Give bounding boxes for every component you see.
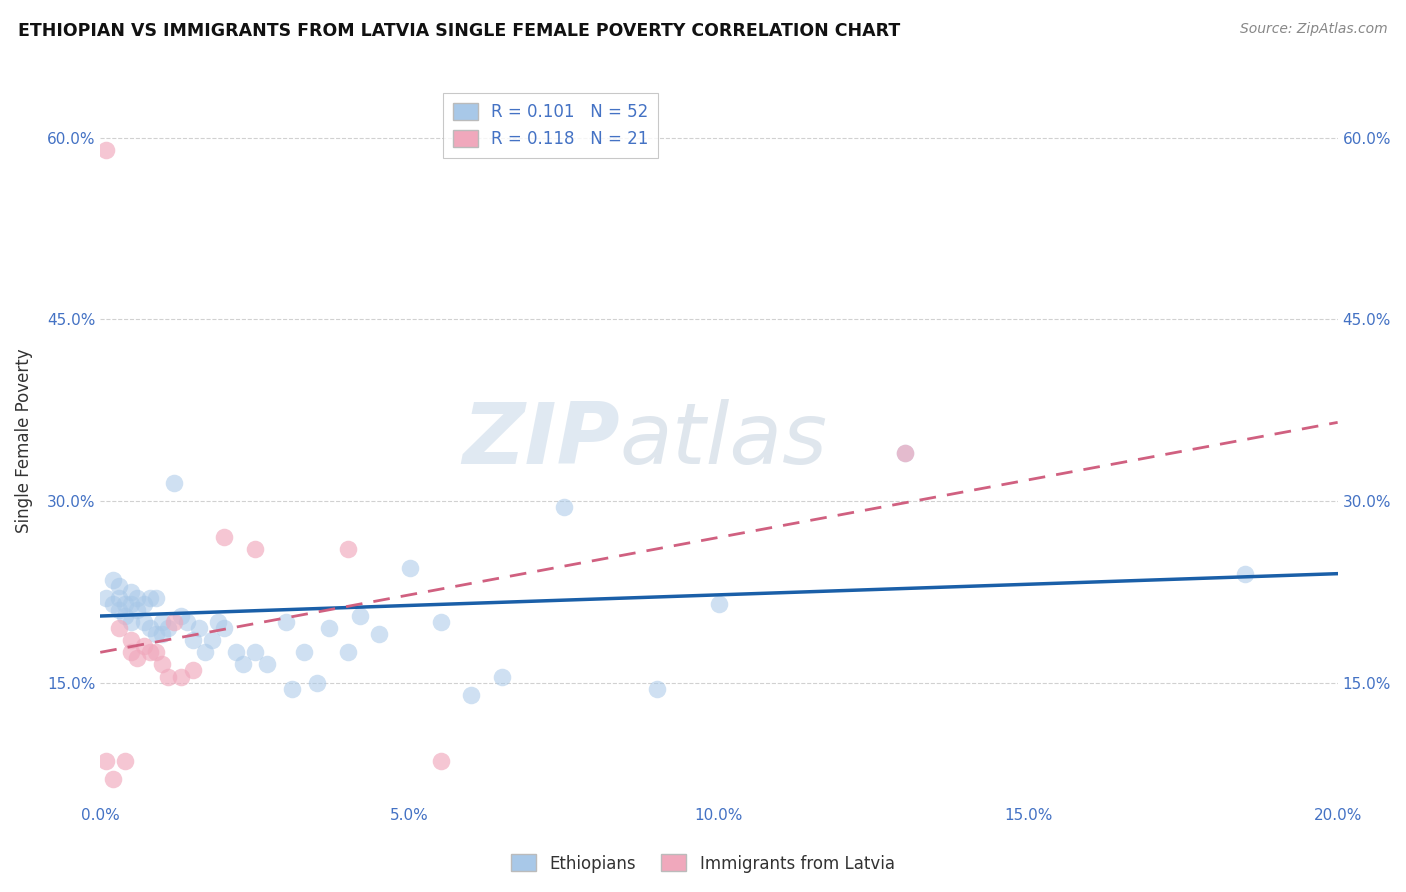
Text: atlas: atlas xyxy=(620,399,828,482)
Point xyxy=(127,591,149,605)
Point xyxy=(893,445,915,459)
Point xyxy=(181,664,204,678)
Point xyxy=(108,579,131,593)
Point xyxy=(145,645,167,659)
Point xyxy=(108,603,131,617)
Point xyxy=(145,591,167,605)
Point xyxy=(274,615,297,629)
Point xyxy=(181,633,204,648)
Point xyxy=(157,669,180,683)
Point xyxy=(114,754,136,768)
Text: ETHIOPIAN VS IMMIGRANTS FROM LATVIA SINGLE FEMALE POVERTY CORRELATION CHART: ETHIOPIAN VS IMMIGRANTS FROM LATVIA SING… xyxy=(18,22,900,40)
Point xyxy=(212,621,235,635)
Point xyxy=(188,621,211,635)
Point xyxy=(645,681,668,696)
Point xyxy=(553,500,575,514)
Point xyxy=(170,609,193,624)
Point xyxy=(132,640,155,654)
Point xyxy=(225,645,247,659)
Point xyxy=(256,657,278,672)
Text: Source: ZipAtlas.com: Source: ZipAtlas.com xyxy=(1240,22,1388,37)
Point xyxy=(707,597,730,611)
Point xyxy=(163,615,186,629)
Point xyxy=(201,633,224,648)
Point xyxy=(243,542,266,557)
Point xyxy=(349,609,371,624)
Point xyxy=(232,657,254,672)
Point xyxy=(145,627,167,641)
Point xyxy=(108,591,131,605)
Point xyxy=(207,615,229,629)
Point xyxy=(139,621,162,635)
Point xyxy=(305,675,328,690)
Point xyxy=(120,615,142,629)
Y-axis label: Single Female Poverty: Single Female Poverty xyxy=(15,348,32,533)
Point xyxy=(367,627,389,641)
Point xyxy=(176,615,198,629)
Point xyxy=(132,597,155,611)
Legend: R = 0.101   N = 52, R = 0.118   N = 21: R = 0.101 N = 52, R = 0.118 N = 21 xyxy=(443,93,658,158)
Point xyxy=(120,597,142,611)
Text: ZIP: ZIP xyxy=(463,399,620,482)
Point xyxy=(120,633,142,648)
Point xyxy=(212,530,235,544)
Point xyxy=(157,621,180,635)
Point xyxy=(491,669,513,683)
Point xyxy=(101,573,124,587)
Point xyxy=(318,621,340,635)
Point xyxy=(127,603,149,617)
Legend: Ethiopians, Immigrants from Latvia: Ethiopians, Immigrants from Latvia xyxy=(505,847,901,880)
Point xyxy=(114,597,136,611)
Point xyxy=(114,609,136,624)
Point xyxy=(1233,566,1256,581)
Point xyxy=(120,645,142,659)
Point xyxy=(101,772,124,787)
Point xyxy=(139,645,162,659)
Point xyxy=(96,754,118,768)
Point xyxy=(294,645,316,659)
Point xyxy=(336,542,359,557)
Point xyxy=(132,615,155,629)
Point xyxy=(96,143,118,157)
Point xyxy=(170,669,193,683)
Point xyxy=(893,445,915,459)
Point xyxy=(120,584,142,599)
Point xyxy=(243,645,266,659)
Point xyxy=(460,688,482,702)
Point xyxy=(194,645,217,659)
Point xyxy=(101,597,124,611)
Point xyxy=(150,627,173,641)
Point xyxy=(163,475,186,490)
Point xyxy=(429,615,451,629)
Point xyxy=(398,560,420,574)
Point xyxy=(139,591,162,605)
Point xyxy=(281,681,304,696)
Point xyxy=(150,615,173,629)
Point xyxy=(150,657,173,672)
Point xyxy=(108,621,131,635)
Point xyxy=(127,651,149,665)
Point xyxy=(429,754,451,768)
Point xyxy=(336,645,359,659)
Point xyxy=(96,591,118,605)
